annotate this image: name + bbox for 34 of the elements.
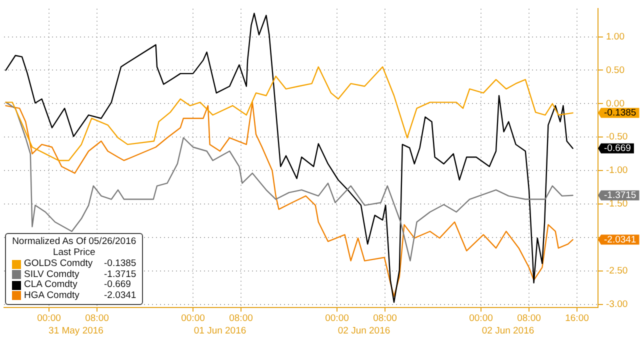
y-tick-label: 0.00 — [606, 98, 624, 110]
text: 02 Jun 2016 — [338, 325, 390, 336]
x-tick-label: 08:00 — [229, 312, 253, 324]
x-tick-label: 08:00 — [517, 312, 541, 324]
text: 31 May 2016 — [48, 325, 104, 336]
x-tick-label: 16:00 — [565, 312, 589, 324]
y-tick-label: -1.50 — [606, 198, 628, 210]
y-tick-label: -1.00 — [606, 165, 628, 176]
legend-title: Normalized As Of 05/26/2016 Last Price — [12, 236, 136, 258]
text: -0.1385 — [604, 108, 636, 119]
x-tick-label: 00:00 — [325, 312, 349, 324]
y-tick-label: 0.50 — [606, 64, 624, 76]
x-tick-label: 00:00 — [37, 312, 61, 324]
text: -1.3715 — [604, 190, 636, 201]
y-tick-label: -3.00 — [606, 298, 628, 310]
annotation: -0.669 — [104, 279, 131, 290]
y-tick-label: -0.50 — [606, 132, 628, 143]
y-tick-label: -2.50 — [606, 265, 628, 276]
text: 02 Jun 2016 — [482, 325, 534, 336]
x-tick-label: 08:00 — [85, 312, 109, 324]
text: -2.0341 — [604, 234, 636, 246]
annotation: -2.0341 — [104, 290, 136, 301]
text: -0.669 — [604, 143, 631, 154]
x-tick-label: 08:00 — [373, 312, 397, 324]
x-tick-label: 00:00 — [181, 312, 205, 324]
text: 01 Jun 2016 — [194, 325, 246, 336]
legend-label: GOLDS Comdty — [24, 258, 94, 270]
legend-label: HGA Comdty — [24, 290, 80, 301]
annotation: -1.3715 — [104, 268, 136, 280]
legend-label: SILV Comdty — [24, 268, 80, 280]
annotation: -0.1385 — [104, 258, 136, 270]
x-tick-label: 00:00 — [469, 312, 493, 324]
legend-label: CLA Comdty — [24, 279, 78, 290]
y-tick-label: 1.00 — [606, 31, 624, 42]
